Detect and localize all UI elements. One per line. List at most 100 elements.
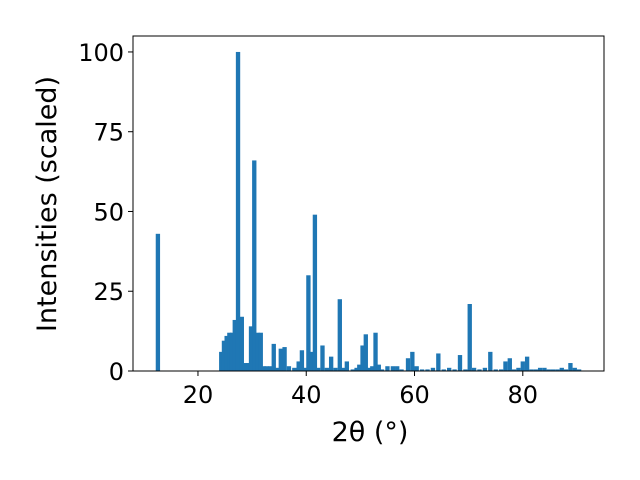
bar xyxy=(278,348,283,371)
bar xyxy=(463,369,468,371)
bar xyxy=(328,356,334,371)
x-axis-ticks: 20 40 60 80 xyxy=(183,371,538,409)
bar xyxy=(419,369,425,371)
bar xyxy=(477,369,482,371)
bar xyxy=(221,340,227,371)
bar xyxy=(224,335,229,371)
x-tick-label: 80 xyxy=(508,381,539,409)
bar xyxy=(524,356,530,371)
bar xyxy=(239,316,244,371)
bar xyxy=(219,351,224,371)
bar xyxy=(430,367,436,371)
bar xyxy=(292,367,297,371)
bar xyxy=(370,366,375,371)
y-tick-label: 25 xyxy=(93,278,124,306)
y-axis-label: Intensities (scaled) xyxy=(32,76,63,332)
bar xyxy=(568,363,573,371)
y-tick-label: 75 xyxy=(93,119,124,147)
bar xyxy=(529,369,534,371)
bar xyxy=(232,319,237,371)
bar xyxy=(379,369,385,371)
bar xyxy=(354,367,359,371)
bar xyxy=(255,332,260,371)
bar xyxy=(533,369,538,371)
bar xyxy=(447,367,452,371)
bar xyxy=(271,343,276,371)
bar xyxy=(315,367,321,371)
bar xyxy=(337,299,342,371)
bar xyxy=(467,304,472,371)
bar xyxy=(572,367,577,371)
bar xyxy=(576,369,582,371)
bar xyxy=(252,160,257,371)
bar xyxy=(302,367,308,371)
bar xyxy=(264,366,269,371)
bar xyxy=(376,364,381,371)
bar xyxy=(306,275,311,371)
bar xyxy=(546,369,551,371)
bars-group xyxy=(155,51,582,371)
y-tick-label: 50 xyxy=(93,198,124,226)
bar xyxy=(340,367,346,371)
bar xyxy=(399,369,404,371)
bar xyxy=(493,369,498,371)
bar xyxy=(242,363,248,371)
bar xyxy=(268,366,273,371)
bar xyxy=(333,367,338,371)
bar xyxy=(227,332,232,371)
bar xyxy=(471,367,477,371)
bar xyxy=(296,361,301,371)
bar xyxy=(542,367,547,371)
bar xyxy=(366,367,372,371)
bar xyxy=(537,367,543,371)
bar xyxy=(516,367,521,371)
x-tick-label: 40 xyxy=(291,381,322,409)
bar xyxy=(274,367,280,371)
x-tick-label: 60 xyxy=(399,381,430,409)
x-axis-label: 2θ (°) xyxy=(332,417,409,448)
bar xyxy=(395,366,400,371)
bar xyxy=(299,350,305,371)
bar xyxy=(248,326,254,371)
bar xyxy=(436,353,441,371)
bar xyxy=(520,361,525,371)
bar xyxy=(511,369,517,371)
bar xyxy=(414,366,419,371)
bar xyxy=(320,345,325,371)
bar xyxy=(350,369,355,371)
bar xyxy=(555,369,560,371)
x-tick-label: 20 xyxy=(183,381,214,409)
bar xyxy=(282,347,287,371)
bar xyxy=(563,369,569,371)
bar xyxy=(309,351,314,371)
bar xyxy=(258,332,263,371)
bar xyxy=(155,233,161,371)
bar xyxy=(425,369,430,371)
bar xyxy=(441,369,446,371)
y-tick-label: 0 xyxy=(109,358,124,386)
bar xyxy=(229,332,235,371)
bar xyxy=(457,355,463,371)
bar xyxy=(286,366,292,371)
bar xyxy=(559,367,564,371)
bar xyxy=(360,345,365,371)
bar xyxy=(344,361,350,371)
bar xyxy=(261,366,266,371)
y-tick-label: 100 xyxy=(78,39,124,67)
bar xyxy=(507,358,512,371)
y-axis-ticks: 0 25 50 75 100 xyxy=(78,39,133,386)
plot-frame xyxy=(132,35,605,372)
bar xyxy=(312,214,318,371)
bar xyxy=(410,351,415,371)
bar xyxy=(405,358,411,371)
bar xyxy=(452,369,457,371)
bar xyxy=(488,351,493,371)
bar xyxy=(385,366,390,371)
bar xyxy=(550,369,556,371)
bar xyxy=(498,369,504,371)
bar xyxy=(390,366,396,371)
bar xyxy=(324,367,329,371)
bar xyxy=(235,51,241,371)
bar xyxy=(482,367,488,371)
